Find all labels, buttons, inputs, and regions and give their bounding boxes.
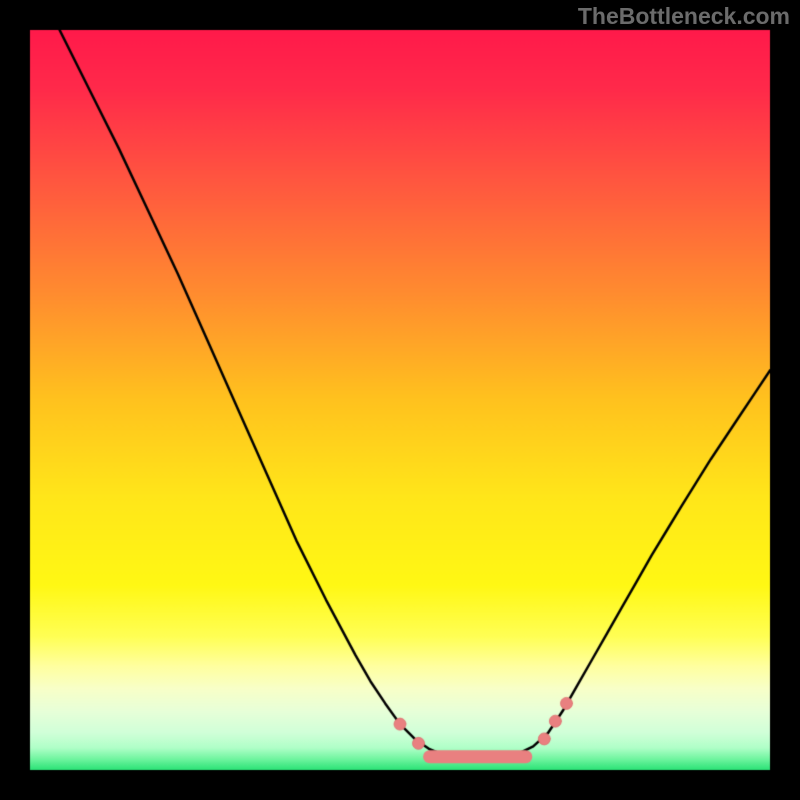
bottleneck-curve-chart [0,0,800,800]
watermark-text: TheBottleneck.com [578,3,790,30]
chart-stage: TheBottleneck.com [0,0,800,800]
